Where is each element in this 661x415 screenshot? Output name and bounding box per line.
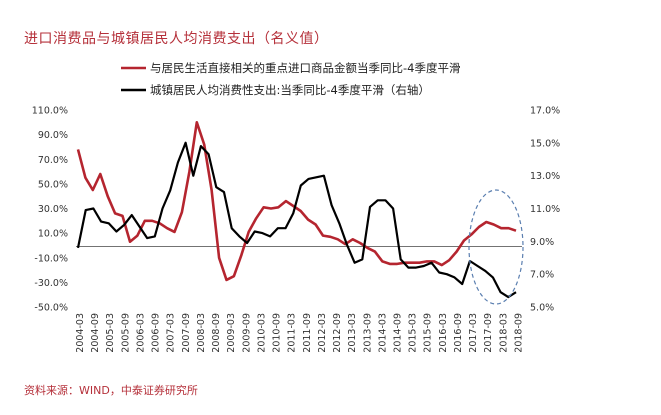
x-tick-label: 2012-09 <box>332 313 343 353</box>
x-tick-label: 2007-09 <box>181 313 192 353</box>
left-tick-label: -10.0% <box>34 253 68 264</box>
left-tick-label: 90.0% <box>38 130 68 141</box>
x-tick-label: 2015-03 <box>408 313 419 353</box>
left-tick-label: 70.0% <box>38 155 68 166</box>
left-tick-label: 50.0% <box>38 179 68 190</box>
legend-label-series2: 城镇居民人均消费性支出:当季同比-4季度平滑（右轴） <box>150 83 430 97</box>
x-axis: 2004-03 2004-09 2005-03 2005-09 2006-03 2006-… <box>75 313 524 353</box>
legend-label-series1: 与居民生活直接相关的重点进口商品金额当季同比-4季度平滑 <box>150 61 460 75</box>
x-tick-label: 2005-09 <box>120 313 131 353</box>
x-tick-label: 2007-03 <box>166 313 177 353</box>
series-consumption-line <box>76 141 517 299</box>
x-tick-label: 2011-09 <box>302 313 313 353</box>
left-tick-label: 30.0% <box>38 204 68 215</box>
x-tick-label: 2008-03 <box>196 313 207 353</box>
left-tick-label: -30.0% <box>34 278 68 289</box>
right-tick-label: 5.0% <box>530 303 554 314</box>
x-tick-label: 2010-03 <box>256 313 267 353</box>
x-tick-label: 2009-03 <box>226 313 237 353</box>
x-tick-label: 2005-03 <box>105 313 116 353</box>
chart-title: 进口消费品与城镇居民人均消费支出（名义值） <box>24 31 329 47</box>
x-tick-label: 2012-03 <box>317 313 328 353</box>
x-tick-label: 2017-03 <box>468 313 479 353</box>
series-layer <box>76 121 517 299</box>
right-tick-label: 15.0% <box>530 138 560 149</box>
x-tick-label: 2008-09 <box>211 313 222 353</box>
x-tick-label: 2014-09 <box>392 313 403 353</box>
highlight-ellipse <box>468 189 524 305</box>
left-tick-label: -50.0% <box>34 303 68 314</box>
x-tick-label: 2010-09 <box>272 313 283 353</box>
right-tick-label: 13.0% <box>530 171 560 182</box>
x-tick-label: 2011-03 <box>287 313 298 353</box>
x-tick-label: 2016-03 <box>438 313 449 353</box>
x-tick-label: 2009-09 <box>241 313 252 353</box>
right-tick-label: 9.0% <box>530 237 554 248</box>
legend: 与居民生活直接相关的重点进口商品金额当季同比-4季度平滑 城镇居民人均消费性支出… <box>121 61 460 97</box>
x-tick-label: 2013-09 <box>362 313 373 353</box>
x-tick-label: 2004-03 <box>75 313 86 353</box>
x-tick-label: 2013-03 <box>347 313 358 353</box>
x-tick-label: 2017-09 <box>483 313 494 353</box>
x-tick-label: 2006-09 <box>151 313 162 353</box>
series-import-line <box>76 121 517 282</box>
right-tick-label: 7.0% <box>530 270 554 281</box>
x-tick-label: 2018-03 <box>498 313 509 353</box>
x-tick-label: 2018-09 <box>513 313 524 353</box>
left-tick-label: 10.0% <box>38 229 68 240</box>
x-tick-label: 2015-09 <box>423 313 434 353</box>
left-axis: 110.0% 90.0% 70.0% 50.0% 30.0% 10.0% -10.0% -30… <box>32 106 68 314</box>
source-note: 资料来源：WIND，中泰证券研究所 <box>24 384 198 397</box>
x-tick-label: 2016-09 <box>453 313 464 353</box>
x-tick-label: 2014-03 <box>377 313 388 353</box>
right-tick-label: 17.0% <box>530 106 560 117</box>
x-tick-label: 2004-09 <box>90 313 101 353</box>
right-axis: 17.0% 15.0% 13.0% 11.0% 9.0% 7.0% 5.0% <box>530 106 560 314</box>
right-tick-label: 11.0% <box>530 204 560 215</box>
left-tick-label: 110.0% <box>32 106 68 117</box>
x-tick-label: 2006-03 <box>135 313 146 353</box>
